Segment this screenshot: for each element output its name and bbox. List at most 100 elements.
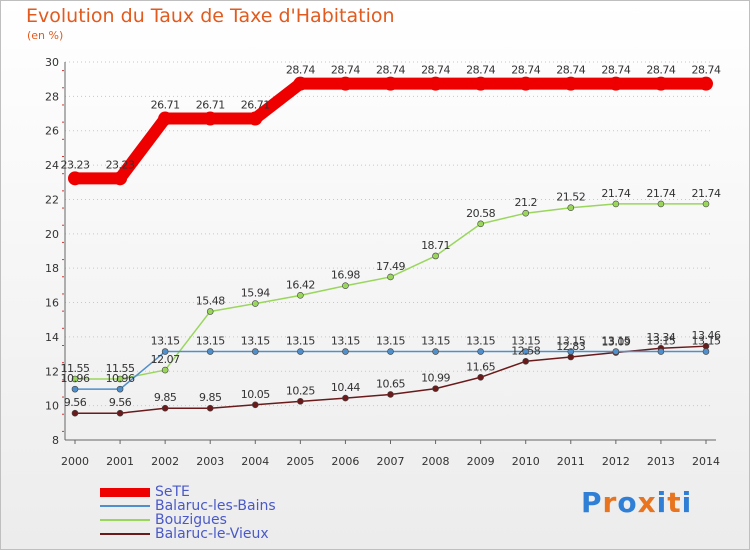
data-point xyxy=(297,292,304,299)
data-point xyxy=(158,111,173,126)
data-point xyxy=(116,409,124,417)
y-tick-label: 14 xyxy=(45,331,59,344)
data-label: 13.15 xyxy=(331,335,360,348)
y-tick-label: 8 xyxy=(52,434,59,447)
data-point xyxy=(161,366,169,374)
data-label: 28.74 xyxy=(421,64,450,77)
legend-item-sete: SeTE xyxy=(100,484,320,500)
data-label: 28.74 xyxy=(646,64,675,77)
data-point xyxy=(161,404,169,412)
legend-swatch-balaruc-le-vieux xyxy=(100,533,150,535)
x-tick-label: 2006 xyxy=(331,455,359,468)
data-point xyxy=(612,348,620,355)
y-tick-label: 26 xyxy=(45,125,59,138)
data-point xyxy=(206,404,214,412)
data-label: 10.05 xyxy=(241,388,270,401)
x-tick-label: 2001 xyxy=(106,455,134,468)
data-label: 28.74 xyxy=(601,64,630,77)
logo-letter: t xyxy=(667,486,682,519)
data-point xyxy=(116,385,124,393)
data-label: 11.55 xyxy=(61,362,90,375)
logo-letter: i xyxy=(656,486,668,519)
data-point xyxy=(387,273,394,281)
data-label: 13.15 xyxy=(466,335,495,348)
data-label: 17.49 xyxy=(376,260,405,273)
data-point xyxy=(383,76,398,91)
data-label: 12.58 xyxy=(511,344,540,357)
data-point xyxy=(432,385,439,392)
legend: SeTE Balaruc-les-Bains Bouzigues Balaruc… xyxy=(100,484,320,542)
data-label: 20.58 xyxy=(466,207,495,220)
y-tick-label: 30 xyxy=(45,56,59,69)
data-point xyxy=(657,200,665,208)
data-point xyxy=(563,76,578,91)
y-tick-label: 24 xyxy=(45,159,59,172)
data-point xyxy=(702,200,710,208)
data-label: 16.42 xyxy=(286,278,315,291)
data-point xyxy=(251,348,259,355)
x-tick-label: 2009 xyxy=(467,455,495,468)
data-point xyxy=(612,200,620,208)
x-tick-label: 2012 xyxy=(602,455,630,468)
data-label: 9.56 xyxy=(109,396,132,409)
data-label: 28.74 xyxy=(556,64,585,77)
y-tick-label: 12 xyxy=(45,365,59,378)
data-label: 10.99 xyxy=(421,372,450,385)
legend-label-sete: SeTE xyxy=(155,484,190,500)
data-label: 10.65 xyxy=(376,377,405,390)
data-label: 21.74 xyxy=(601,187,630,200)
data-label: 10.44 xyxy=(331,381,360,394)
data-point xyxy=(477,348,484,355)
logo-letter: o xyxy=(617,486,638,519)
data-point xyxy=(387,391,394,398)
data-label: 28.74 xyxy=(511,64,540,77)
x-tick-label: 2007 xyxy=(377,455,405,468)
data-label: 28.74 xyxy=(286,64,315,77)
logo-letter: P xyxy=(581,486,603,519)
data-point xyxy=(203,111,218,126)
y-tick-label: 28 xyxy=(45,90,59,103)
data-point xyxy=(68,171,82,186)
data-point xyxy=(477,220,484,228)
chart-title: Evolution du Taux de Taxe d'Habitation xyxy=(26,5,395,27)
legend-label-balaruc-le-vieux: Balaruc-le-Vieux xyxy=(155,526,269,542)
data-label: 10.25 xyxy=(286,384,315,397)
legend-swatch-sete xyxy=(100,488,150,497)
data-point xyxy=(342,394,349,402)
data-point xyxy=(297,398,304,405)
data-label: 10.96 xyxy=(61,372,90,385)
data-point xyxy=(206,348,214,355)
logo-letter: x xyxy=(637,486,657,519)
data-label: 21.74 xyxy=(646,187,675,200)
proxiti-logo: Proxiti xyxy=(581,486,692,519)
data-label: 13.15 xyxy=(421,335,450,348)
data-point xyxy=(71,385,79,393)
data-point xyxy=(251,401,259,409)
data-point xyxy=(653,76,668,91)
logo-letter: r xyxy=(602,486,618,519)
data-label: 13.15 xyxy=(601,335,630,348)
y-tick-label: 20 xyxy=(45,228,59,241)
data-label: 13.09 xyxy=(601,336,630,349)
data-label: 26.71 xyxy=(151,99,180,112)
data-point xyxy=(71,409,79,417)
data-point xyxy=(116,375,124,383)
x-tick-label: 2002 xyxy=(151,455,179,468)
data-point xyxy=(567,353,575,361)
data-point xyxy=(522,348,530,355)
legend-item-balaruc-les-bains: Balaruc-les-Bains xyxy=(100,498,320,514)
data-label: 10.96 xyxy=(106,372,135,385)
data-label: 16.98 xyxy=(331,269,360,282)
data-point xyxy=(293,76,308,91)
legend-item-bouzigues: Bouzigues xyxy=(100,512,320,528)
data-point xyxy=(428,76,443,91)
data-point xyxy=(518,76,533,91)
data-label: 28.74 xyxy=(692,64,721,77)
legend-swatch-balaruc-les-bains xyxy=(100,505,150,507)
series-sete xyxy=(68,76,713,186)
x-tick-label: 2011 xyxy=(557,455,585,468)
data-label: 26.71 xyxy=(196,99,225,112)
x-tick-label: 2004 xyxy=(241,455,269,468)
unit-label: (en %) xyxy=(27,29,64,42)
data-point xyxy=(342,282,349,290)
